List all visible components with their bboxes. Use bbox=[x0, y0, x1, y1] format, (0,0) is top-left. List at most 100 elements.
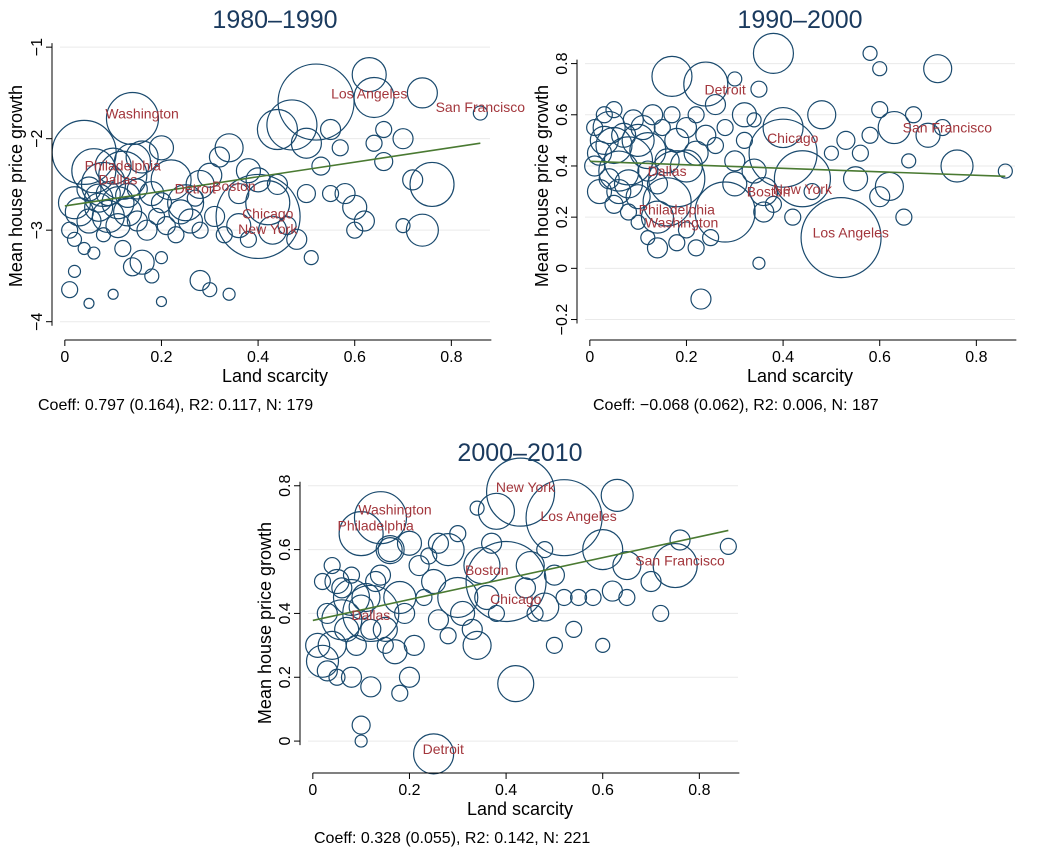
x-tick-label: 0.2 bbox=[150, 349, 172, 366]
data-bubble bbox=[154, 251, 169, 265]
data-bubble bbox=[144, 268, 160, 284]
data-bubble bbox=[598, 150, 640, 192]
data-bubble bbox=[346, 221, 364, 239]
data-bubble bbox=[186, 189, 204, 207]
data-bubble bbox=[290, 127, 323, 159]
panel-title: 2000–2010 bbox=[457, 439, 582, 467]
data-bubble bbox=[313, 572, 332, 591]
data-bubble bbox=[80, 161, 127, 208]
data-bubble bbox=[331, 139, 349, 157]
data-bubble bbox=[704, 93, 727, 116]
data-bubble bbox=[719, 537, 737, 556]
data-bubble bbox=[406, 77, 438, 109]
fit-line bbox=[64, 142, 481, 207]
data-bubble bbox=[409, 161, 455, 208]
data-bubble bbox=[374, 151, 394, 172]
data-bubble bbox=[514, 577, 537, 599]
data-bubble bbox=[469, 500, 485, 516]
data-bubble bbox=[405, 213, 439, 247]
data-bubble bbox=[687, 106, 705, 124]
data-bubble bbox=[95, 180, 121, 207]
data-bubble bbox=[622, 109, 644, 131]
data-bubble bbox=[569, 588, 588, 607]
x-tick-label: 0 bbox=[585, 349, 594, 366]
city-label: Philadelphia bbox=[85, 158, 161, 174]
data-bubble bbox=[340, 666, 363, 688]
city-label: Boston bbox=[747, 184, 791, 200]
data-bubble bbox=[125, 140, 159, 174]
data-bubble bbox=[129, 249, 155, 275]
y-tick-label: 0.4 bbox=[277, 602, 294, 624]
data-bubble bbox=[465, 540, 547, 623]
x-tick-label: 0.4 bbox=[772, 349, 794, 366]
data-bubble bbox=[545, 636, 564, 654]
data-bubble bbox=[345, 634, 367, 656]
data-bubble bbox=[286, 228, 308, 250]
y-tick-label: −2 bbox=[29, 129, 46, 147]
data-bubble bbox=[997, 163, 1013, 179]
data-bubble bbox=[392, 128, 414, 150]
data-bubble bbox=[257, 215, 288, 245]
data-bubble bbox=[395, 218, 411, 234]
data-bubble bbox=[351, 715, 371, 735]
data-bubble bbox=[582, 528, 624, 571]
data-bubble bbox=[586, 178, 613, 205]
city-label: Los Angeles bbox=[813, 225, 889, 241]
data-bubble bbox=[376, 636, 394, 654]
data-bubble bbox=[741, 158, 767, 184]
city-label: Chicago bbox=[242, 205, 294, 221]
data-bubble bbox=[800, 197, 882, 279]
y-tick-label: 0 bbox=[277, 737, 294, 746]
data-bubble bbox=[621, 123, 655, 157]
data-bubble bbox=[600, 478, 634, 512]
data-bubble bbox=[784, 208, 802, 226]
data-bubble bbox=[604, 194, 624, 214]
data-bubble bbox=[525, 479, 603, 557]
data-bubble bbox=[598, 168, 620, 190]
x-axis-label: Land scarcity bbox=[747, 366, 853, 386]
data-bubble bbox=[202, 282, 218, 298]
data-bubble bbox=[836, 130, 856, 150]
data-bubble bbox=[61, 281, 79, 299]
data-bubble bbox=[694, 181, 756, 243]
data-bubble bbox=[185, 169, 215, 200]
data-bubble bbox=[266, 99, 318, 151]
data-bubble bbox=[901, 153, 917, 169]
data-bubble bbox=[372, 616, 398, 642]
data-bubble bbox=[584, 588, 602, 607]
data-bubble bbox=[215, 226, 233, 244]
data-bubble bbox=[803, 182, 821, 201]
x-tick-label: 0.6 bbox=[592, 782, 614, 799]
data-bubble bbox=[394, 602, 416, 625]
data-bubble bbox=[642, 177, 692, 227]
data-bubble bbox=[861, 126, 879, 144]
data-bubble bbox=[408, 554, 430, 577]
data-bubble bbox=[360, 618, 382, 640]
panel-2000-2010: 2000–2010 Mean house price growth Land s… bbox=[255, 439, 740, 847]
data-bubble bbox=[663, 106, 681, 124]
city-label: New York bbox=[773, 181, 833, 197]
data-bubble bbox=[427, 532, 450, 554]
data-bubble bbox=[652, 542, 698, 589]
panel-1980-1990: 1980–1990 Mean house price growth Land s… bbox=[6, 6, 525, 414]
data-bubble bbox=[630, 214, 646, 230]
data-bubble bbox=[107, 288, 119, 300]
data-bubble bbox=[695, 124, 717, 146]
data-bubble bbox=[687, 239, 705, 257]
city-label: Washington bbox=[358, 501, 431, 517]
data-bubble bbox=[706, 136, 725, 155]
data-bubble bbox=[67, 264, 82, 278]
data-bubble bbox=[619, 203, 638, 221]
data-bubble bbox=[150, 192, 173, 214]
data-bubble bbox=[487, 604, 506, 623]
data-bubble bbox=[303, 250, 319, 266]
data-bubble bbox=[235, 158, 262, 184]
data-bubble bbox=[342, 566, 361, 584]
data-bubble bbox=[722, 171, 748, 197]
data-bubble bbox=[748, 118, 818, 188]
y-tick-label: 0 bbox=[554, 264, 571, 273]
data-bubble bbox=[277, 216, 297, 236]
data-bubble bbox=[584, 155, 606, 177]
data-bubble bbox=[595, 106, 613, 124]
data-bubble bbox=[668, 234, 686, 252]
